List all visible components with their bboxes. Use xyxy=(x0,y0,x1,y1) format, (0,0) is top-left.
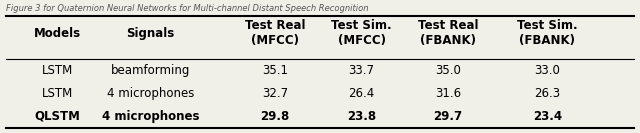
Text: 26.4: 26.4 xyxy=(348,87,375,100)
Text: 23.8: 23.8 xyxy=(347,110,376,123)
Text: Figure 3 for Quaternion Neural Networks for Multi-channel Distant Speech Recogni: Figure 3 for Quaternion Neural Networks … xyxy=(6,4,369,13)
Text: Models: Models xyxy=(34,27,81,40)
Text: 35.1: 35.1 xyxy=(262,64,288,77)
Text: beamforming: beamforming xyxy=(111,64,190,77)
Text: 33.0: 33.0 xyxy=(534,64,560,77)
Text: 31.6: 31.6 xyxy=(435,87,461,100)
Text: 29.7: 29.7 xyxy=(433,110,463,123)
Text: 23.4: 23.4 xyxy=(532,110,562,123)
Text: Test Sim.
(FBANK): Test Sim. (FBANK) xyxy=(517,19,577,47)
Text: 35.0: 35.0 xyxy=(435,64,461,77)
Text: LSTM: LSTM xyxy=(42,64,73,77)
Text: Test Sim.
(MFCC): Test Sim. (MFCC) xyxy=(332,19,392,47)
Text: LSTM: LSTM xyxy=(42,87,73,100)
Text: QLSTM: QLSTM xyxy=(35,110,81,123)
Text: Signals: Signals xyxy=(126,27,175,40)
Text: Test Real
(MFCC): Test Real (MFCC) xyxy=(245,19,305,47)
Text: 4 microphones: 4 microphones xyxy=(107,87,194,100)
Text: 26.3: 26.3 xyxy=(534,87,560,100)
Text: 4 microphones: 4 microphones xyxy=(102,110,199,123)
Text: 32.7: 32.7 xyxy=(262,87,288,100)
Text: 33.7: 33.7 xyxy=(349,64,374,77)
Text: Test Real
(FBANK): Test Real (FBANK) xyxy=(418,19,478,47)
Text: 29.8: 29.8 xyxy=(260,110,290,123)
